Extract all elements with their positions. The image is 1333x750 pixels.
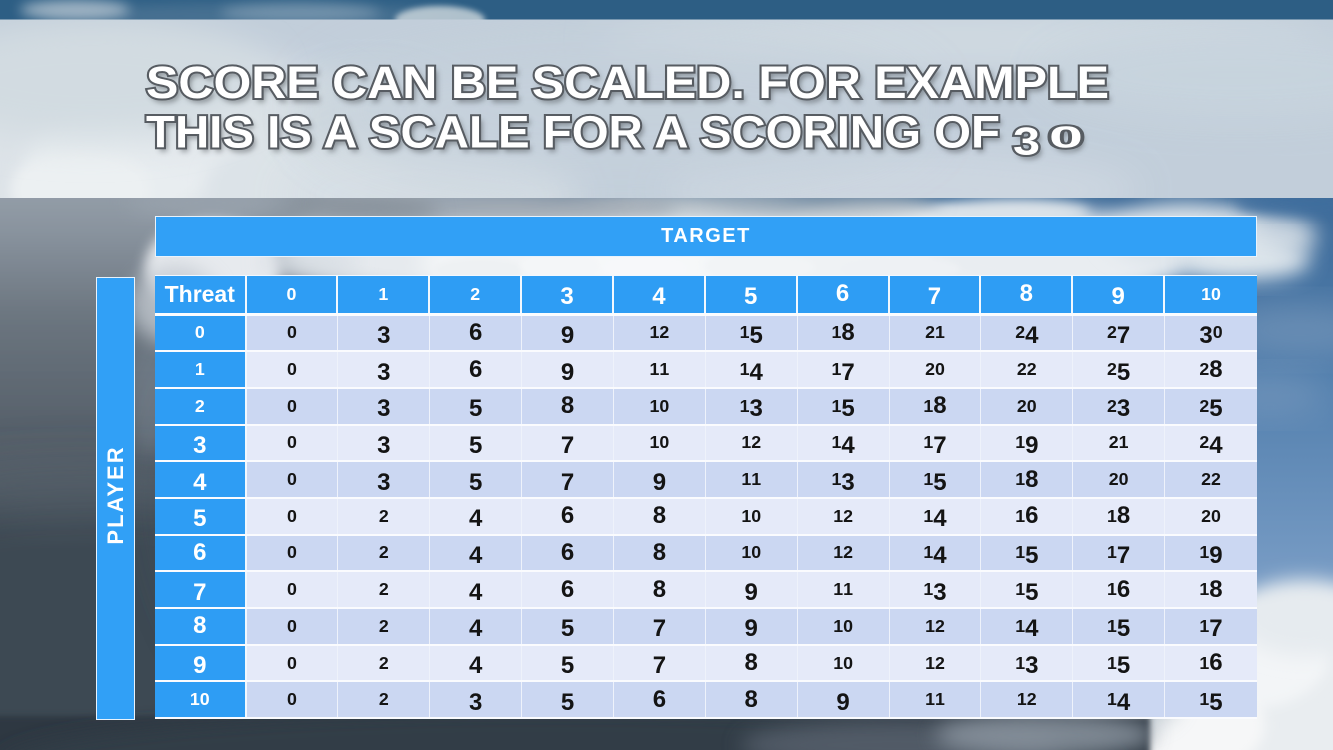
svg-text:THIS IS A SCALE FOR A SCORING: THIS IS A SCALE FOR A SCORING OF xyxy=(146,107,1000,158)
svg-text:0: 0 xyxy=(1052,124,1086,159)
svg-text:SCORE CAN BE SCALED. FOR EXAMP: SCORE CAN BE SCALED. FOR EXAMPLE xyxy=(149,61,1112,112)
svg-text:SCORE CAN BE SCALED. FOR EXAMP: SCORE CAN BE SCALED. FOR EXAMPLE xyxy=(146,57,1109,108)
svg-text:0: 0 xyxy=(1049,120,1083,155)
svg-text:3: 3 xyxy=(1016,125,1043,168)
svg-text:3: 3 xyxy=(1013,121,1040,164)
svg-text:THIS IS A SCALE FOR A SCORING: THIS IS A SCALE FOR A SCORING OF xyxy=(149,111,1003,162)
